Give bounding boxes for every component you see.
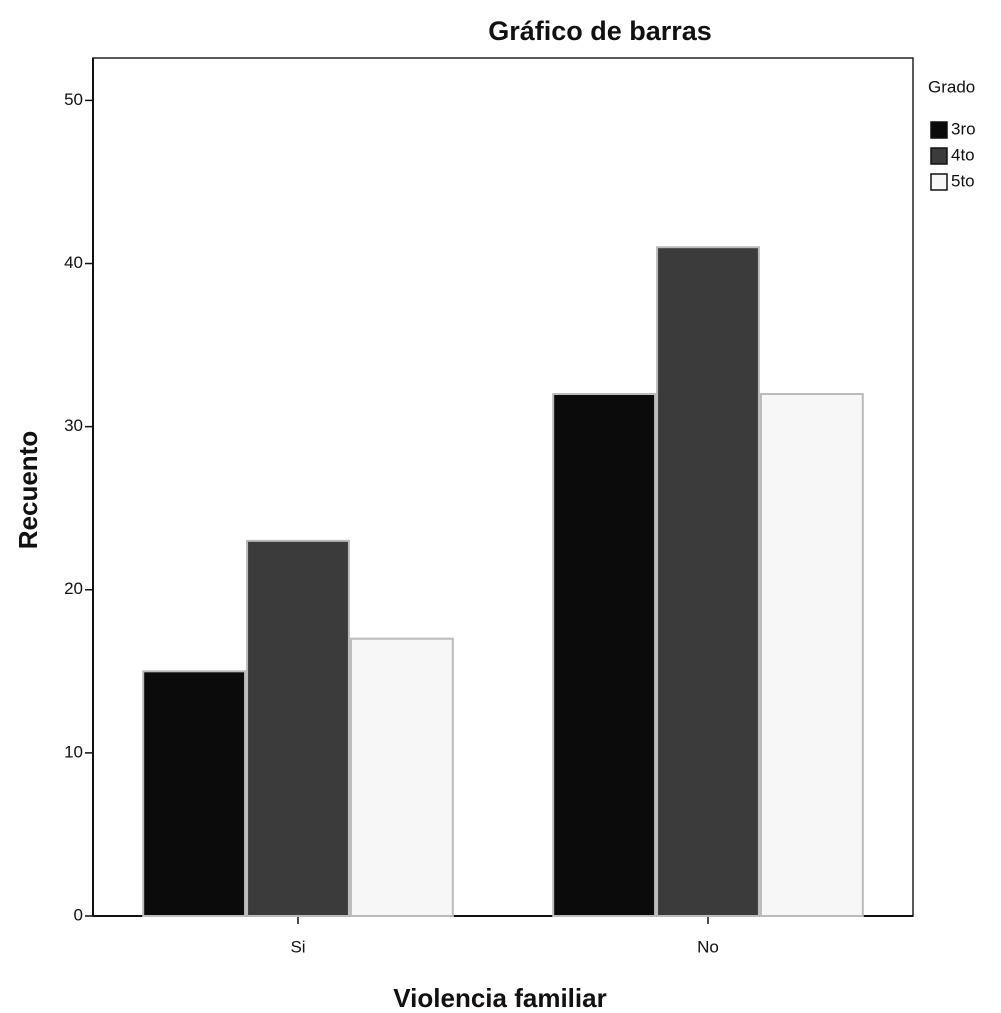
x-tick-label: No: [697, 937, 719, 956]
y-tick-label: 10: [64, 742, 83, 761]
bar: [246, 539, 350, 918]
x-tick-label: Si: [290, 937, 305, 956]
bar: [142, 670, 247, 917]
y-tick-label: 0: [74, 905, 83, 924]
chart-title: Gráfico de barras: [488, 16, 712, 46]
y-tick-label: 50: [64, 90, 83, 109]
bar: [552, 393, 657, 917]
legend-swatch: [930, 121, 948, 139]
legend-label: 4to: [951, 145, 975, 164]
y-tick-label: 40: [64, 253, 83, 272]
x-axis-label: Violencia familiar: [393, 983, 606, 1013]
legend-swatch: [930, 147, 948, 165]
y-tick-label: 20: [64, 579, 83, 598]
y-tick-label: 30: [64, 416, 83, 435]
bar: [759, 393, 864, 917]
y-axis-label: Recuento: [13, 431, 43, 549]
legend-label: 3ro: [951, 119, 976, 138]
legend-swatch: [930, 173, 948, 191]
legend-title: Grado: [928, 77, 975, 96]
legend-label: 5to: [951, 171, 975, 190]
bar: [656, 246, 760, 917]
bar: [349, 637, 454, 918]
